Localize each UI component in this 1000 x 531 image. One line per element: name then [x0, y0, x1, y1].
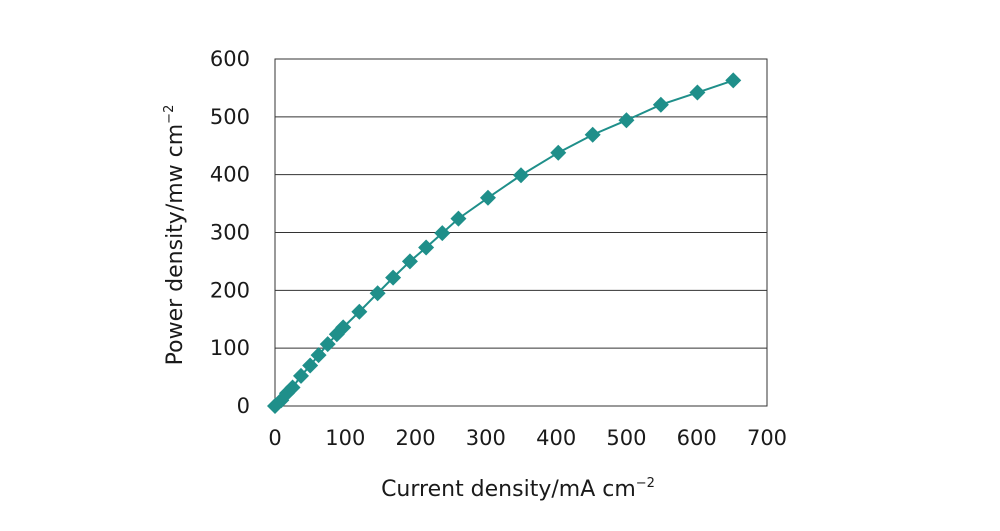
- data-point-23: [689, 84, 706, 101]
- data-point-16: [450, 210, 467, 227]
- x-tick-labels: 0 100 200 300 400 500 600 700: [268, 426, 787, 450]
- y-tick-label: 400: [210, 163, 250, 187]
- data-point-17: [479, 189, 496, 206]
- y-tick-label: 500: [210, 105, 250, 129]
- x-axis-title: Current density/mA cm−2: [381, 476, 655, 502]
- x-tick-label: 200: [396, 426, 436, 450]
- y-tick-label: 300: [210, 221, 250, 245]
- y-axis-title-superscript: −2: [162, 105, 177, 124]
- y-tick-label: 200: [210, 278, 250, 302]
- y-axis-title: Power density/mw cm−2: [162, 105, 188, 366]
- data-point-12: [385, 269, 402, 286]
- y-tick-label: 0: [237, 394, 250, 418]
- data-point-21: [618, 112, 635, 129]
- x-axis-title-superscript: −2: [636, 476, 655, 491]
- plot-area-frame: [274, 58, 768, 407]
- data-point-10: [351, 303, 368, 320]
- data-point-18: [513, 167, 529, 184]
- data-point-24: [725, 72, 742, 89]
- x-tick-label: 300: [466, 426, 506, 450]
- x-tick-label: 600: [677, 426, 717, 450]
- x-tick-label: 100: [325, 426, 365, 450]
- data-point-22: [652, 96, 669, 113]
- data-point-7: [319, 336, 336, 353]
- data-point-14: [418, 239, 435, 256]
- x-tick-label: 0: [268, 426, 281, 450]
- data-point-19: [550, 144, 567, 161]
- series-line: [274, 79, 734, 407]
- data-markers: [267, 72, 742, 414]
- data-point-9: [335, 319, 352, 336]
- y-tick-label: 100: [210, 336, 250, 360]
- data-point-15: [434, 225, 451, 242]
- data-point-4: [293, 367, 310, 384]
- data-point-6: [310, 347, 327, 364]
- data-point-11: [369, 285, 386, 302]
- gridlines: [275, 116, 767, 349]
- data-point-13: [401, 253, 418, 270]
- y-tick-label: 600: [210, 47, 250, 71]
- x-tick-label: 400: [536, 426, 576, 450]
- data-point-5: [302, 357, 319, 374]
- y-tick-labels: 0 100 200 300 400 500 600: [210, 47, 250, 418]
- data-point-20: [584, 126, 601, 143]
- x-tick-label: 500: [606, 426, 646, 450]
- x-tick-label: 700: [747, 426, 787, 450]
- data-point-3: [284, 379, 301, 396]
